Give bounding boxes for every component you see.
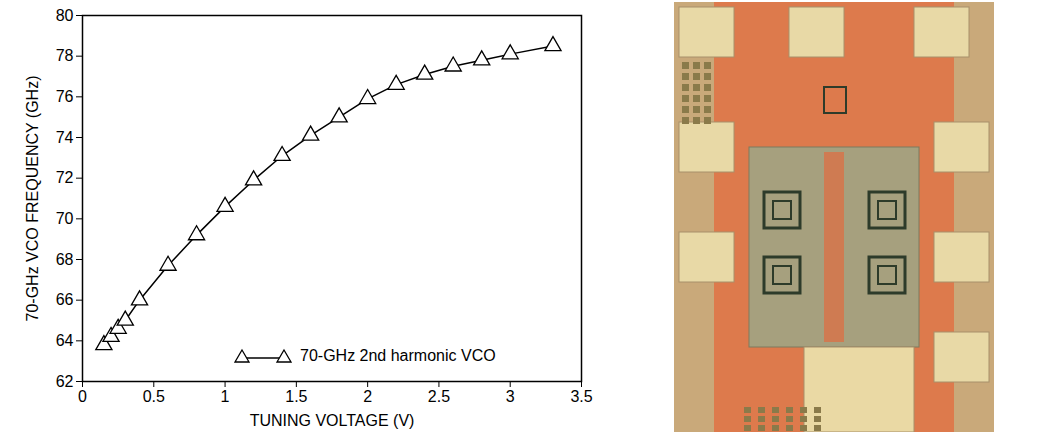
- svg-text:3: 3: [506, 388, 515, 405]
- svg-text:80: 80: [56, 7, 74, 24]
- svg-text:1.5: 1.5: [285, 388, 307, 405]
- svg-text:2.5: 2.5: [428, 388, 450, 405]
- svg-text:72: 72: [56, 169, 74, 186]
- svg-text:0.5: 0.5: [143, 388, 165, 405]
- svg-text:68: 68: [56, 251, 74, 268]
- html-text:70-GHz 2nd harmonic VCO: 70-GHz 2nd harmonic VCO: [300, 347, 496, 364]
- svg-text:70-GHz VCO FREQUENCY (GHz): 70-GHz VCO FREQUENCY (GHz): [24, 76, 41, 322]
- svg-text:66: 66: [56, 291, 74, 308]
- svg-text:3.5: 3.5: [570, 388, 592, 405]
- svg-text:70: 70: [56, 210, 74, 227]
- svg-text:76: 76: [56, 88, 74, 105]
- svg-text:0: 0: [78, 388, 87, 405]
- svg-text:62: 62: [56, 373, 74, 390]
- svg-text:1: 1: [221, 388, 230, 405]
- svg-text:2: 2: [363, 388, 372, 405]
- svg-text:TUNING VOLTAGE (V): TUNING VOLTAGE (V): [250, 412, 415, 429]
- svg-text:64: 64: [56, 332, 74, 349]
- svg-text:74: 74: [56, 129, 74, 146]
- svg-text:78: 78: [56, 47, 74, 64]
